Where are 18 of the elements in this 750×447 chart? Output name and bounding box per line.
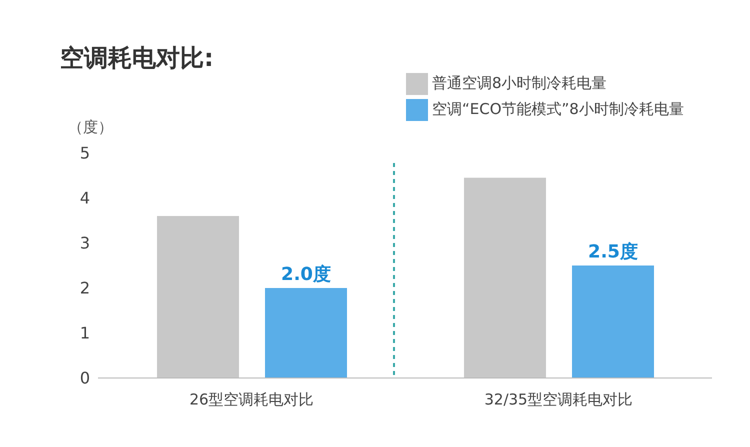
bar <box>157 216 239 378</box>
bar <box>572 266 654 378</box>
y-tick-label: 2 <box>80 278 90 298</box>
bar <box>265 288 347 378</box>
legend-label: 普通空调8小时制冷耗电量 <box>432 74 607 92</box>
y-tick-label: 4 <box>80 188 90 208</box>
data-label: 2.5度 <box>588 242 638 262</box>
x-tick-label: 32/35型空调耗电对比 <box>484 390 633 409</box>
legend-label: 空调“ECO节能模式”8小时制冷耗电量 <box>432 100 684 118</box>
data-label: 2.0度 <box>281 264 331 285</box>
y-axis-title: （度） <box>68 118 113 137</box>
chart-title: 空调耗电对比: <box>60 43 214 74</box>
y-tick-label: 5 <box>80 144 90 162</box>
y-tick-label: 1 <box>80 324 90 342</box>
bar <box>464 178 546 378</box>
x-tick-label: 26型空调耗电对比 <box>189 390 314 409</box>
y-tick-label: 3 <box>80 234 90 252</box>
y-tick-label: 0 <box>80 368 90 388</box>
